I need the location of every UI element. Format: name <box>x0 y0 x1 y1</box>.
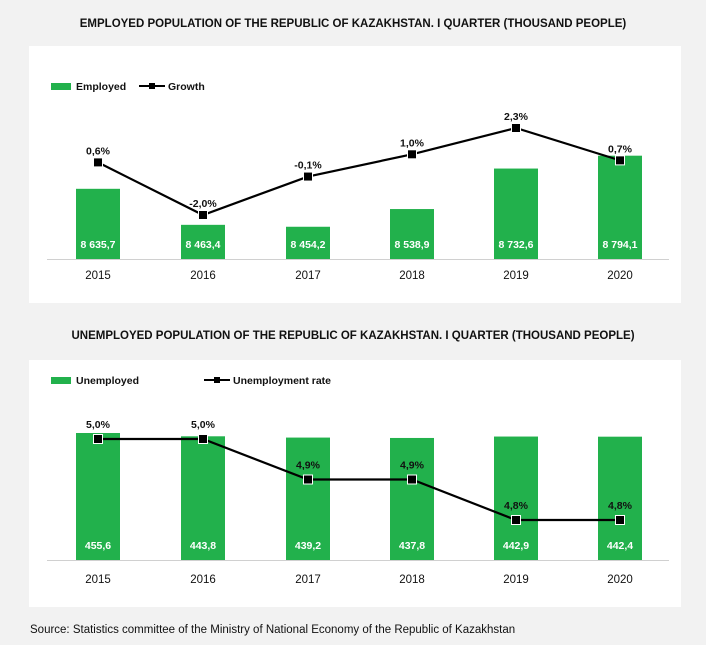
category-label: 2016 <box>190 270 216 282</box>
legend-marker-line <box>214 377 220 383</box>
legend-label-line: Growth <box>168 81 205 93</box>
chart-title-unemployed: UNEMPLOYED POPULATION OF THE REPUBLIC OF… <box>71 330 635 342</box>
line-value-label: 4,9% <box>400 460 425 472</box>
chart-panel-employed: Employed Growth 8 635,7 8 463,4 8 454,2 8 538… <box>29 46 681 303</box>
line-point-2019 <box>511 123 521 133</box>
line-point-2017 <box>303 474 313 485</box>
legend-swatch-bar <box>51 377 71 384</box>
bar-2016 <box>181 224 225 259</box>
bar-2015 <box>76 433 120 560</box>
legend-label-bar: Unemployed <box>76 375 139 387</box>
line-point-2016 <box>198 434 208 444</box>
legend-swatch-bar <box>51 83 71 90</box>
line-value-label: -0,1% <box>294 160 322 172</box>
bar-value-label: 443,8 <box>190 540 216 552</box>
line-value-label: 4,8% <box>504 500 529 512</box>
legend-marker-line <box>149 83 155 89</box>
line-value-label: 4,9% <box>296 460 321 472</box>
bar-value-label: 437,8 <box>399 540 425 552</box>
bar-2018 <box>390 437 434 560</box>
category-label: 2020 <box>607 270 633 282</box>
category-label: 2015 <box>85 574 111 586</box>
bar-value-label: 439,2 <box>295 540 321 552</box>
bar-value-label: 8 538,9 <box>394 239 429 251</box>
legend-label-line: Unemployment rate <box>233 375 331 387</box>
line-point-2017 <box>303 171 313 182</box>
category-label: 2019 <box>503 574 529 586</box>
bar-value-label: 8 635,7 <box>80 239 115 251</box>
bar-2019 <box>494 436 538 560</box>
bar-value-label: 8 794,1 <box>602 239 637 251</box>
line-series-path <box>98 437 620 522</box>
source-note: Source: Statistics committee of the Mini… <box>30 624 516 636</box>
line-point-2015 <box>93 157 103 168</box>
bar-2019 <box>494 168 538 259</box>
line-value-label: 0,7% <box>608 143 633 155</box>
category-label: 2018 <box>399 270 425 282</box>
bar-2020 <box>598 155 642 259</box>
category-label: 2017 <box>295 574 321 586</box>
bar-2020 <box>598 436 642 560</box>
bar-2017 <box>286 437 330 560</box>
line-series-path <box>97 126 621 217</box>
line-point-2019 <box>511 515 521 525</box>
line-point-2016 <box>198 210 208 220</box>
bar-2018 <box>390 209 434 259</box>
bar-value-label: 8 454,2 <box>290 239 325 251</box>
bar-2015 <box>76 188 120 259</box>
line-value-label: 2,3% <box>504 111 529 123</box>
category-label: 2015 <box>85 270 111 282</box>
line-value-label: 5,0% <box>86 419 111 431</box>
unemployed-chart: Unemployed Unemployment rate 455,6 443,8 439… <box>47 375 669 586</box>
line-point-2020 <box>615 515 625 525</box>
bar-value-label: 442,4 <box>607 540 633 552</box>
bar-2017 <box>286 226 330 259</box>
line-point-2015 <box>93 434 103 444</box>
chart-title-employed: EMPLOYED POPULATION OF THE REPUBLIC OF K… <box>79 18 627 30</box>
line-point-2018 <box>407 149 417 160</box>
line-point-2018 <box>407 474 417 485</box>
line-value-label: 5,0% <box>191 419 216 431</box>
line-point-2020 <box>615 155 625 166</box>
bar-2016 <box>181 436 225 560</box>
line-value-label: -2,0% <box>189 198 217 210</box>
legend-label-bar: Employed <box>76 81 126 93</box>
category-label: 2017 <box>295 270 321 282</box>
bar-value-label: 8 732,6 <box>498 239 533 251</box>
category-label: 2020 <box>607 574 633 586</box>
category-label: 2016 <box>190 574 216 586</box>
category-label: 2019 <box>503 270 529 282</box>
chart-panel-unemployed: Unemployed Unemployment rate 455,6 443,8 439… <box>29 360 681 607</box>
category-label: 2018 <box>399 574 425 586</box>
line-value-label: 1,0% <box>400 137 425 149</box>
line-value-label: 0,6% <box>86 145 111 157</box>
employed-chart: Employed Growth 8 635,7 8 463,4 8 454,2 8 538… <box>47 81 669 282</box>
bar-value-label: 8 463,4 <box>185 239 220 251</box>
bar-value-label: 455,6 <box>85 540 111 552</box>
bar-value-label: 442,9 <box>503 540 529 552</box>
line-value-label: 4,8% <box>608 500 633 512</box>
